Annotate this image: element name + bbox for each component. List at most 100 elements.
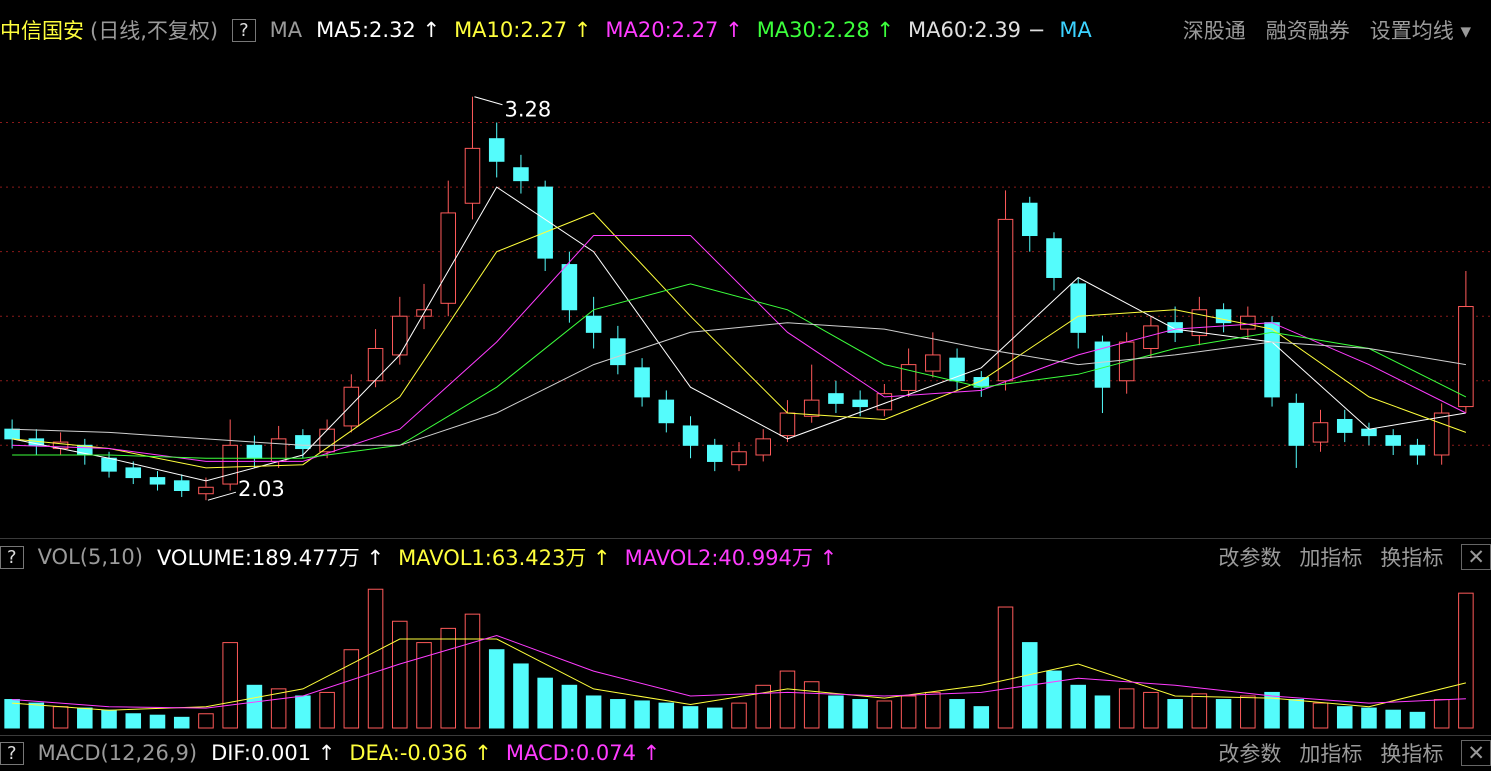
volume-bar [585, 695, 602, 729]
volume-bar [779, 670, 796, 729]
candle-body [561, 264, 578, 311]
header: 中信国安 (日线,不复权) ? MA MA5:2.32 ↑ MA10:2.27 ↑… [0, 12, 1491, 48]
panel-buttons: 改参数 加指标 换指标 ✕ [1200, 542, 1491, 572]
panel-title: VOL(5,10) [37, 545, 143, 569]
volume-bar [319, 691, 335, 729]
candle-body [246, 444, 263, 459]
candle-body [440, 212, 457, 304]
volume-bar [1336, 706, 1353, 729]
candle-body [319, 428, 335, 453]
candle-body [1288, 402, 1305, 446]
volume-bar [1288, 699, 1305, 729]
ma-label: MA [269, 18, 303, 42]
volume-bar [1409, 711, 1426, 729]
readout: VOLUME:189.477万 ↑ [156, 546, 385, 570]
candle-body [876, 393, 893, 411]
candle-body [634, 367, 650, 398]
volume-bar [1433, 699, 1450, 729]
candle-body [852, 399, 868, 408]
volume-bar [610, 699, 626, 729]
separator [0, 538, 1491, 539]
candle-body [1385, 435, 1401, 446]
candle-body [1191, 309, 1208, 337]
candle-body [828, 393, 844, 404]
volume-bar [1143, 691, 1159, 729]
volume-bar [52, 706, 69, 729]
ma-readout: MA [1059, 18, 1092, 42]
annotation-arrow [207, 491, 237, 501]
candle-body [1046, 238, 1062, 278]
panel-button[interactable]: 加指标 [1299, 546, 1363, 570]
ma-readout: MA5:2.32 ↑ [316, 18, 441, 42]
candle-body [707, 444, 723, 462]
volume-bar [295, 695, 311, 729]
volume-bar [125, 713, 142, 729]
candle-body [731, 451, 747, 466]
close-button[interactable]: ✕ [1461, 544, 1491, 570]
separator [0, 735, 1491, 736]
panel-button[interactable]: 加指标 [1299, 742, 1363, 766]
volume-bar [343, 649, 360, 729]
volume-bar [537, 677, 553, 729]
ma-line [12, 283, 1467, 459]
candle-body [610, 338, 626, 366]
volume-bar [876, 700, 893, 729]
candle-body [803, 399, 820, 417]
ma-readout: MA60:2.39 − [908, 18, 1046, 42]
candle-body [585, 315, 602, 333]
volume-bar [1070, 684, 1086, 729]
volume-bar [198, 713, 214, 729]
close-button[interactable]: ✕ [1461, 740, 1491, 766]
ma-line [12, 186, 1466, 482]
candle-body [222, 444, 238, 485]
help-button[interactable]: ? [0, 545, 24, 569]
candle-body [755, 438, 771, 456]
volume-bar [658, 702, 675, 729]
candle-body [1336, 418, 1353, 433]
candle-body [1167, 322, 1183, 333]
toolbar-button[interactable]: 深股通 [1182, 19, 1246, 43]
candle-body [537, 186, 553, 259]
volume-bar [803, 681, 820, 729]
panel-title: MACD(12,26,9) [37, 741, 198, 765]
annotation-arrow [474, 96, 503, 106]
ma-readout: MA10:2.27 ↑ [454, 18, 592, 42]
ma-line [12, 634, 1466, 709]
volume-header: ? VOL(5,10) VOLUME:189.477万 ↑ MAVOL1:63.4… [0, 540, 1491, 574]
volume-bar [731, 702, 747, 729]
candle-body [779, 412, 796, 437]
volume-bar [222, 642, 238, 729]
panel-button[interactable]: 换指标 [1380, 742, 1444, 766]
candle-body [925, 354, 941, 372]
candle-body [1094, 341, 1111, 388]
candle-body [1361, 428, 1377, 437]
panel-button[interactable]: 改参数 [1218, 546, 1282, 570]
volume-bar [77, 707, 93, 729]
toolbar-button[interactable]: 融资融券 [1265, 19, 1350, 43]
candle-body [101, 457, 117, 472]
volume-chart [4, 588, 1474, 729]
readout: DEA:-0.036 ↑ [349, 741, 492, 765]
panel-button[interactable]: 换指标 [1380, 546, 1444, 570]
candle-body [198, 486, 214, 495]
candle-body [1264, 322, 1280, 398]
volume-bar [1458, 592, 1474, 729]
help-button[interactable]: ? [232, 18, 256, 42]
help-button[interactable]: ? [0, 741, 24, 765]
toolbar: 深股通 融资融券 设置均线 ▾ [1183, 15, 1491, 45]
ma-line [12, 212, 1467, 469]
toolbar-button[interactable]: 设置均线 ▾ [1369, 19, 1471, 43]
candle-body [949, 357, 965, 382]
candle-body [1215, 309, 1232, 324]
ma-line [12, 322, 1466, 446]
panel-button[interactable]: 改参数 [1218, 742, 1282, 766]
volume-bar [1312, 702, 1329, 729]
volume-bar [440, 627, 457, 729]
candle-body [149, 477, 166, 485]
volume-bar [28, 702, 45, 729]
candle-body [488, 138, 505, 162]
volume-bar [101, 709, 117, 729]
ma-line [12, 638, 1467, 711]
volume-bar [755, 684, 771, 729]
candle-body [464, 147, 481, 204]
